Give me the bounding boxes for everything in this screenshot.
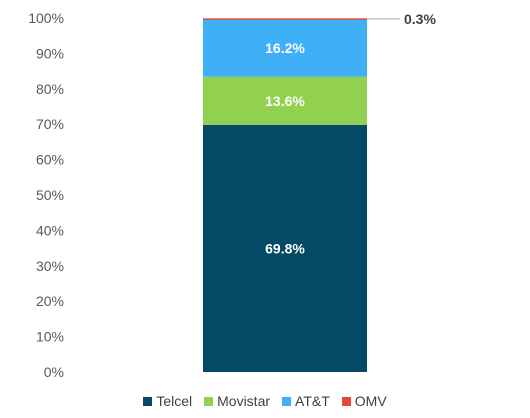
chart-canvas: 0% 10% 20% 30% 40% 50% 60% 70% 80% 90% 100% 69.8% 13… [28,10,436,380]
bar-segment-movistar [203,76,367,125]
y-tick-label: 90% [36,45,64,61]
y-tick-label: 70% [36,116,64,132]
y-tick-label: 20% [36,293,64,309]
legend-swatch [341,396,351,406]
legend-item: Movistar [204,393,270,409]
y-tick-label: 50% [36,187,64,203]
bar-segment-at-t [203,19,367,77]
legend-label: AT&T [295,393,330,409]
legend-label: OMV [354,393,387,409]
y-tick-label: 30% [36,258,64,274]
y-tick-label: 60% [36,152,64,168]
chart-legend: Telcel Movistar AT&T OMV [0,392,530,410]
y-tick-label: 80% [36,81,64,97]
data-label: 0.3% [404,11,436,27]
legend-item: OMV [341,393,387,409]
legend-swatch [143,396,153,406]
y-tick-label: 0% [44,364,64,380]
legend-swatch [282,396,292,406]
legend-swatch [204,396,214,406]
legend-label: Telcel [156,393,193,409]
data-label: 69.8% [265,240,305,256]
data-label: 13.6% [265,93,305,109]
bar-segment-telcel [203,124,367,373]
legend-item: Telcel [143,393,192,409]
legend-item: AT&T [282,393,330,409]
y-tick-label: 100% [28,10,64,26]
legend-label: Movistar [217,393,271,409]
bar-segment-omv [203,18,367,20]
data-label: 16.2% [265,40,305,56]
y-tick-label: 10% [36,329,64,345]
y-tick-label: 40% [36,222,64,238]
